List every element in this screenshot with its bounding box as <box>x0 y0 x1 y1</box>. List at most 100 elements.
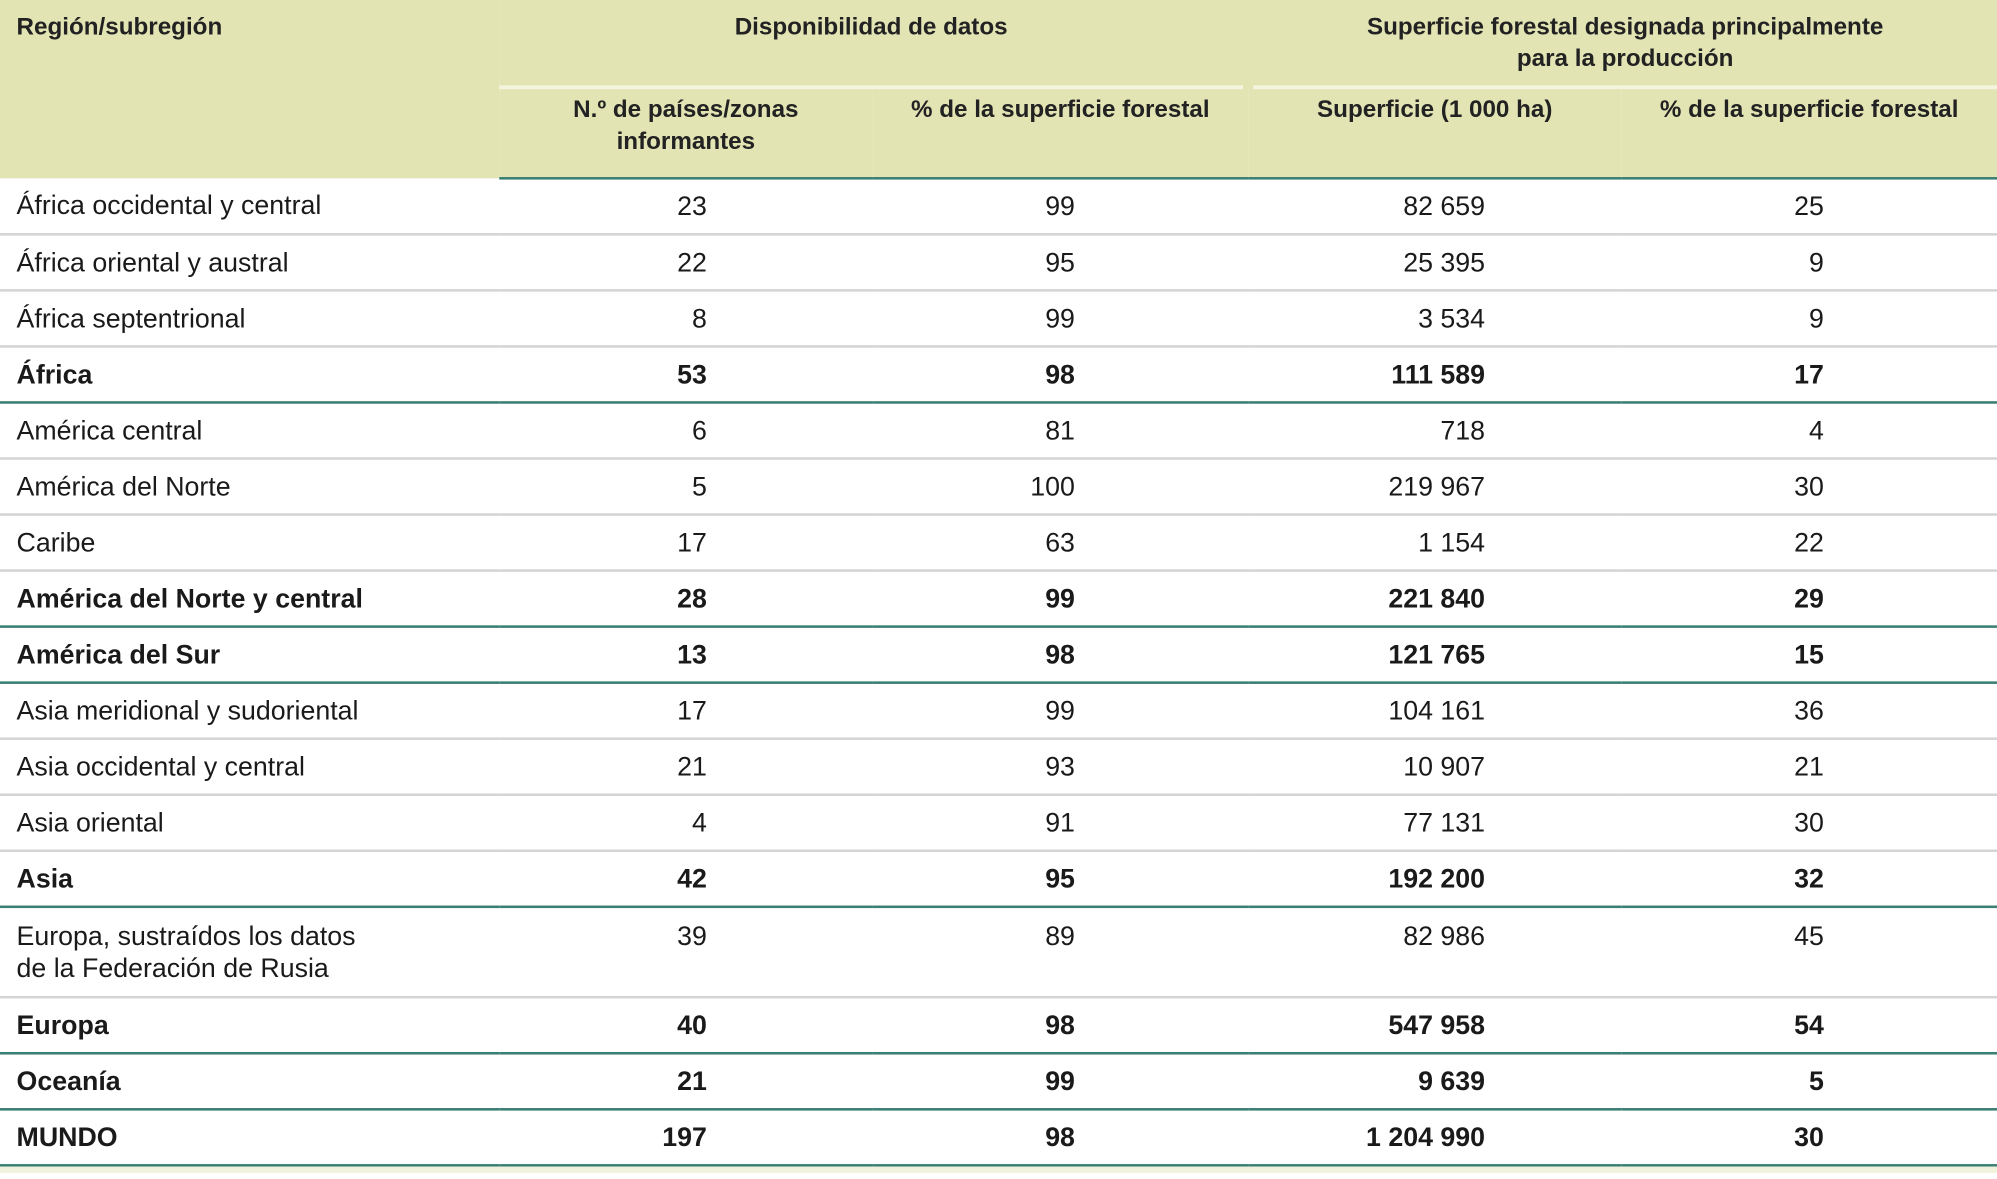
pct-forest-area-cell: 98 <box>872 626 1249 684</box>
table-row-total: América del Norte y central 28 99 221 840 29 <box>0 570 1997 628</box>
header-pct-forest-area: % de la superficie forestal <box>872 87 1249 180</box>
pct-production-area-cell: 4 <box>1621 402 1997 460</box>
production-area-cell: 1 204 990 <box>1248 1109 1622 1167</box>
pct-forest-area-cell: 99 <box>872 682 1249 740</box>
region-name: Asia oriental <box>0 794 500 853</box>
reporting-countries-cell: 22 <box>499 234 873 292</box>
pct-production-area-cell: 5 <box>1621 1053 1997 1111</box>
region-name: MUNDO <box>0 1109 500 1167</box>
pct-forest-area-cell: 98 <box>872 997 1249 1055</box>
pct-production-area-cell: 9 <box>1621 234 1997 292</box>
pct-production-area-cell: 45 <box>1621 906 1997 999</box>
region-name: África <box>0 346 500 404</box>
pct-production-area-cell: 25 <box>1621 178 1997 236</box>
production-area-cell: 3 534 <box>1248 290 1622 348</box>
region-name: América del Norte y central <box>0 570 500 628</box>
production-area-cell: 82 659 <box>1248 178 1622 236</box>
production-area-cell: 77 131 <box>1248 794 1622 853</box>
pct-production-area-cell: 21 <box>1621 738 1997 796</box>
header-pct-forest-area-production: % de la superficie forestal <box>1621 87 1997 180</box>
table-row: Europa, sustraídos los datos de la Federa… <box>0 906 1997 999</box>
region-name-line: Asia occidental y central <box>16 752 305 782</box>
pct-forest-area-cell: 63 <box>872 514 1249 572</box>
header-reporting-countries: N.º de países/zonas informantes <box>499 87 873 180</box>
region-name-line: Caribe <box>16 527 96 558</box>
pct-production-area-cell: 32 <box>1621 850 1997 909</box>
region-name-line: América del Norte y central <box>16 583 363 614</box>
header-group2-line1: Superficie forestal designada principalm… <box>1366 14 1884 41</box>
pct-forest-area-cell: 99 <box>872 570 1249 628</box>
region-name: África occidental y central <box>0 178 500 236</box>
reporting-countries-cell: 13 <box>499 626 873 684</box>
pct-forest-area-cell: 93 <box>872 738 1249 796</box>
table-row: África oriental y austral 22 95 25 395 9 <box>0 234 1997 292</box>
table-row-total: África 53 98 111 589 17 <box>0 346 1997 404</box>
pct-production-area-cell: 15 <box>1621 626 1997 684</box>
region-name-line: África <box>16 359 93 390</box>
pct-forest-area-cell: 95 <box>872 850 1249 909</box>
production-area-cell: 121 765 <box>1248 626 1622 684</box>
reporting-countries-cell: 17 <box>499 682 873 740</box>
production-area-cell: 1 154 <box>1248 514 1622 572</box>
region-name-line: Asia oriental <box>16 808 164 838</box>
production-area-cell: 10 907 <box>1248 738 1622 796</box>
reporting-countries-cell: 6 <box>499 402 873 460</box>
table-row: América central 6 81 718 4 <box>0 402 1997 460</box>
header-region: Región/subregión <box>0 0 500 179</box>
region-name-line: África septentrional <box>16 303 246 334</box>
header-group-data-availability: Disponibilidad de datos <box>499 0 1254 90</box>
table-row: América del Norte 5 100 219 967 30 <box>0 458 1997 516</box>
region-name-line: América central <box>16 415 203 446</box>
pct-production-area-cell: 22 <box>1621 514 1997 572</box>
production-area-cell: 219 967 <box>1248 458 1622 516</box>
pct-forest-area-cell: 99 <box>872 290 1249 348</box>
table-body: África occidental y central 23 99 82 659 25 Á… <box>0 178 1997 1167</box>
table-row-total: Oceanía 21 99 9 639 5 <box>0 1053 1997 1111</box>
header-group2-line2: para la producción <box>1516 45 1734 73</box>
reporting-countries-cell: 28 <box>499 570 873 628</box>
table-row-total: Europa 40 98 547 958 54 <box>0 997 1997 1055</box>
reporting-countries-cell: 40 <box>499 997 873 1055</box>
region-name-line: América del Norte <box>16 471 231 502</box>
region-name: Oceanía <box>0 1053 500 1111</box>
region-name: Europa <box>0 997 500 1055</box>
pct-production-area-cell: 30 <box>1621 458 1997 516</box>
region-name-line: Asia meridional y sudoriental <box>16 696 359 726</box>
region-name-line: África oriental y austral <box>16 247 289 278</box>
table-row: Asia meridional y sudoriental 17 99 104 161… <box>0 682 1997 740</box>
pct-production-area-cell: 9 <box>1621 290 1997 348</box>
reporting-countries-cell: 21 <box>499 738 873 796</box>
region-name: Asia <box>0 850 500 909</box>
region-name-line: MUNDO <box>16 1122 118 1152</box>
region-name: Caribe <box>0 514 500 572</box>
production-area-cell: 9 639 <box>1248 1053 1622 1111</box>
pct-production-area-cell: 17 <box>1621 346 1997 404</box>
table-row: África septentrional 8 99 3 534 9 <box>0 290 1997 348</box>
region-name-line: África occidental y central <box>16 191 322 221</box>
region-name: América del Sur <box>0 626 500 684</box>
table-row: Asia oriental 4 91 77 131 30 <box>0 794 1997 853</box>
table-row-total: MUNDO 197 98 1 204 990 30 <box>0 1109 1997 1167</box>
pct-production-area-cell: 30 <box>1621 794 1997 853</box>
region-name: África oriental y austral <box>0 234 500 292</box>
pct-production-area-cell: 36 <box>1621 682 1997 740</box>
table-row: África occidental y central 23 99 82 659 25 <box>0 178 1997 236</box>
reporting-countries-cell: 53 <box>499 346 873 404</box>
pct-forest-area-cell: 99 <box>872 178 1249 236</box>
region-name-line: América del Sur <box>16 639 221 670</box>
reporting-countries-cell: 21 <box>499 1053 873 1111</box>
production-area-cell: 221 840 <box>1248 570 1622 628</box>
region-name-line2: de la Federación de Rusia <box>16 953 329 984</box>
reporting-countries-cell: 17 <box>499 514 873 572</box>
reporting-countries-cell: 5 <box>499 458 873 516</box>
reporting-countries-cell: 23 <box>499 178 873 236</box>
pct-production-area-cell: 29 <box>1621 570 1997 628</box>
production-area-cell: 718 <box>1248 402 1622 460</box>
region-name: Asia occidental y central <box>0 738 500 796</box>
pct-forest-area-cell: 98 <box>872 1109 1249 1167</box>
production-area-cell: 547 958 <box>1248 997 1622 1055</box>
table-row-total: Asia 42 95 192 200 32 <box>0 850 1997 909</box>
reporting-countries-cell: 4 <box>499 794 873 853</box>
